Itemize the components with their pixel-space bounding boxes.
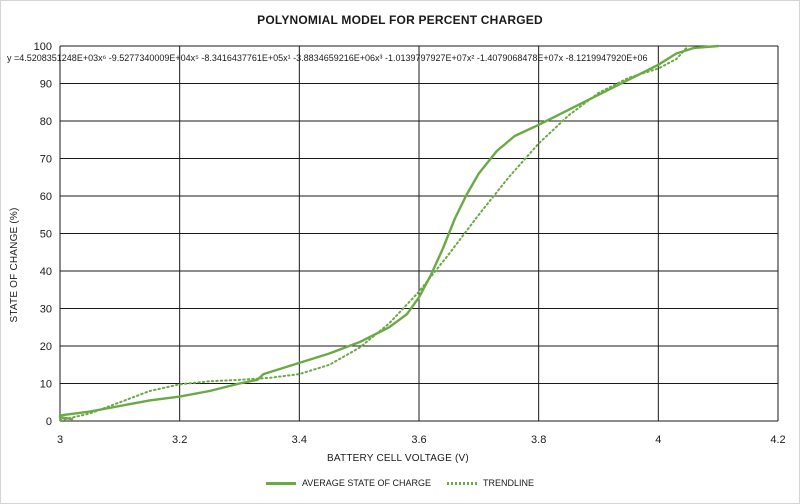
legend-swatch-dotted [447, 481, 477, 485]
grid-lines [59, 45, 779, 422]
y-tick-label: 100 [34, 41, 52, 53]
x-tick-label: 4 [655, 434, 661, 446]
chart-title: POLYNOMIAL MODEL FOR PERCENT CHARGED [257, 13, 543, 27]
trendline-equation: y =4.5208351248E+03x⁶ -9.5277340009E+04x… [7, 53, 647, 63]
legend-swatch-solid [265, 481, 296, 485]
series-line-average-state-of-charge [58, 44, 720, 421]
x-tick-label: 3.2 [172, 434, 187, 446]
legend-label-average: AVERAGE STATE OF CHARGE [301, 478, 431, 488]
legend-entry-trendline: TRENDLINE [447, 478, 534, 488]
x-tick-label: 4.2 [770, 434, 785, 446]
y-tick-label: 40 [40, 266, 52, 278]
y-tick-label: 30 [40, 304, 52, 316]
y-axis-label: STATE OF CHANGE (%) [9, 207, 20, 322]
legend-label-trendline: TRENDLINE [483, 478, 535, 488]
legend-entry-average: AVERAGE STATE OF CHARGE [265, 478, 431, 488]
y-tick-label: 60 [40, 191, 52, 203]
x-tick-label: 3.4 [292, 434, 307, 446]
y-tick-label: 0 [46, 416, 52, 428]
x-tick-label: 3.8 [531, 434, 546, 446]
legend: AVERAGE STATE OF CHARGE TRENDLINE [0, 478, 800, 488]
y-tick-label: 70 [40, 154, 52, 166]
y-tick-labels: 0 10 20 30 40 50 60 70 80 90 100 [34, 41, 52, 428]
series-layer [58, 44, 720, 422]
x-tick-labels: 3 3.2 3.4 3.6 3.8 4 4.2 [57, 434, 786, 446]
x-tick-label: 3.6 [411, 434, 426, 446]
y-tick-label: 90 [40, 79, 52, 91]
y-tick-label: 50 [40, 229, 52, 241]
x-tick-label: 3 [57, 434, 63, 446]
y-tick-label: 80 [40, 116, 52, 128]
y-tick-label: 10 [40, 379, 52, 391]
x-axis-label: BATTERY CELL VOLTAGE (V) [327, 453, 469, 464]
y-tick-label: 20 [40, 341, 52, 353]
